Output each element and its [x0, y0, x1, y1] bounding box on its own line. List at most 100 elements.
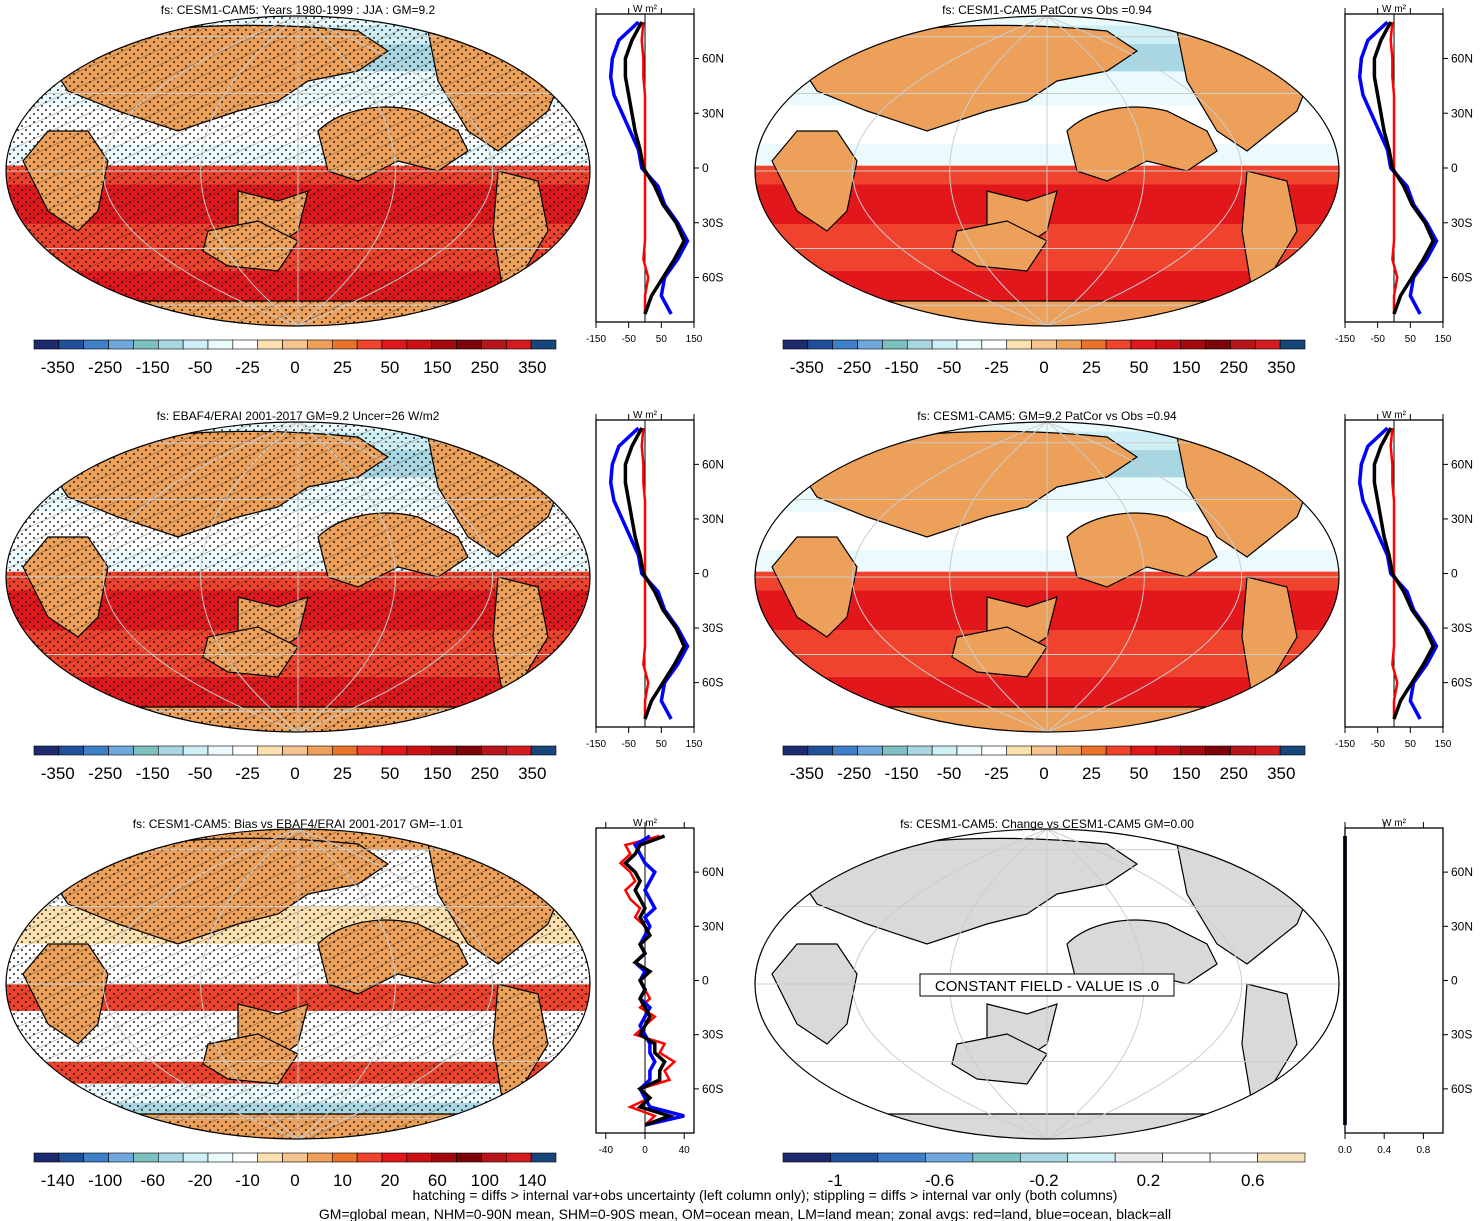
- colorbar-label: -250: [88, 764, 122, 783]
- colorbar-swatch: [956, 745, 983, 756]
- colorbar-label: 0.6: [1241, 1171, 1265, 1190]
- colorbar-swatch: [207, 339, 234, 350]
- colorbar-swatch: [456, 745, 482, 756]
- colorbar-label: -0.6: [925, 1171, 954, 1190]
- colorbar-label: 250: [471, 764, 499, 783]
- colorbar-label: -250: [837, 764, 871, 783]
- colorbar-swatch: [33, 1152, 60, 1163]
- colorbar-label: -50: [188, 358, 213, 377]
- colorbar-swatch: [1114, 1152, 1163, 1163]
- zonal-xtick-label: 150: [686, 334, 703, 345]
- colorbar-swatch: [1056, 339, 1082, 350]
- colorbar-swatch: [882, 745, 908, 756]
- zonal-ytick-label: 30S: [1451, 216, 1472, 230]
- continent: [1066, 106, 1218, 182]
- colorbar-swatch: [58, 339, 85, 350]
- graticule-lon: [102, 16, 299, 326]
- colorbar-swatch: [157, 339, 184, 350]
- colorbar-swatch: [1279, 745, 1306, 756]
- colorbar-label: 25: [333, 764, 352, 783]
- graticule-lon: [851, 16, 1048, 326]
- map-border: [5, 421, 591, 733]
- zonal-panel-5: 60N 30N 0 30S 60S -40 0 40 W m²: [595, 818, 724, 1156]
- colorbar-swatch: [830, 1152, 879, 1163]
- zonal-line-all: [622, 834, 675, 1127]
- colorbar-swatch: [832, 745, 858, 756]
- colorbar-label: -25: [235, 764, 260, 783]
- colorbar-swatch: [782, 1152, 831, 1163]
- zonal-xtick-label: 0.4: [1377, 1145, 1391, 1156]
- zonal-line-all: [1372, 427, 1436, 720]
- colorbar-swatch: [1006, 745, 1032, 756]
- graticule-lon: [1046, 422, 1145, 732]
- colorbar-label: -250: [837, 358, 871, 377]
- colorbar-label: 50: [380, 764, 399, 783]
- zonal-ytick-label: 60S: [702, 1082, 723, 1096]
- colorbar-swatch: [232, 339, 259, 350]
- colorbar-swatch: [257, 1152, 283, 1163]
- colorbar-label: -1: [828, 1171, 843, 1190]
- colorbar-swatch: [33, 745, 60, 756]
- zonal-ytick-label: 0: [702, 974, 709, 988]
- colorbar-swatch: [83, 1152, 109, 1163]
- zonal-ytick-label: 30S: [702, 216, 723, 230]
- zonal-ytick-label: 60S: [1451, 271, 1472, 285]
- graticule-lon: [1046, 16, 1145, 326]
- colorbar-swatch: [1130, 339, 1157, 350]
- zonal-ytick-label: 60S: [1451, 676, 1472, 690]
- continent: [1241, 983, 1298, 1106]
- colorbar-swatch: [1155, 339, 1182, 350]
- colorbar-swatch: [282, 1152, 308, 1163]
- graticule-lon: [200, 422, 299, 732]
- colorbar-swatch: [1130, 745, 1157, 756]
- colorbar-4: -350 -250 -150 -50 -25 0 25 50 150 250 350: [782, 745, 1306, 783]
- continent: [771, 536, 858, 638]
- colorbar-swatch: [1162, 1152, 1211, 1163]
- panel-title: fs: CESM1-CAM5: GM=9.2 PatCor vs Obs =0.…: [917, 409, 1177, 423]
- colorbar-swatch: [1254, 339, 1281, 350]
- colorbar-swatch: [307, 1152, 333, 1163]
- colorbar-swatch: [906, 339, 933, 350]
- zonal-xtick-label: 40: [679, 1145, 691, 1156]
- colorbar-swatch: [108, 339, 134, 350]
- colorbar-swatch: [1080, 339, 1107, 350]
- zonal-unit: W m²: [633, 4, 658, 15]
- colorbar-swatch: [1205, 745, 1231, 756]
- colorbar-label: -350: [41, 764, 75, 783]
- colorbar-swatch: [331, 339, 358, 350]
- zonal-unit: W m²: [1382, 410, 1407, 421]
- map-border: [754, 421, 1340, 733]
- colorbar-swatch: [906, 745, 933, 756]
- graticule-lon: [297, 829, 396, 1139]
- colorbar-label: -350: [41, 358, 75, 377]
- graticule-lon: [297, 422, 494, 732]
- zonal-ytick-label: 60S: [1451, 1082, 1472, 1096]
- colorbar-swatch: [406, 1152, 433, 1163]
- colorbar-swatch: [431, 745, 457, 756]
- zonal-panel-6: 60N 30N 0 30S 60S 0.0 0.4 0.8 W m²: [1338, 818, 1473, 1156]
- colorbar-label: 150: [1172, 358, 1200, 377]
- colorbar-label: -100: [88, 1171, 122, 1190]
- colorbar-swatch: [1230, 745, 1256, 756]
- colorbar-swatch: [108, 745, 134, 756]
- colorbar-swatch: [481, 339, 507, 350]
- panel-title: fs: CESM1-CAM5: Years 1980-1999 : JJA : …: [161, 3, 436, 17]
- zonal-ytick-label: 60N: [1451, 52, 1473, 66]
- map-body: [755, 422, 1339, 732]
- colorbar-swatch: [877, 1152, 926, 1163]
- colorbar-swatch: [1279, 339, 1306, 350]
- colorbar-label: -50: [937, 764, 962, 783]
- zonal-ytick-label: 60N: [1451, 457, 1473, 471]
- zonal-panel-4: 60N 30N 0 30S 60S -150 -50 50 150 W m²: [1335, 410, 1473, 750]
- map-border: [5, 15, 591, 327]
- colorbar-label: -150: [885, 764, 919, 783]
- colorbar-label: 100: [471, 1171, 499, 1190]
- colorbar-swatch: [331, 745, 358, 756]
- colorbar-swatch: [931, 745, 958, 756]
- colorbar-label: 0: [1039, 358, 1048, 377]
- colorbar-swatch: [1205, 339, 1231, 350]
- graticule-lon: [1046, 16, 1243, 326]
- zonal-panel-1: 60N 30N 0 30S 60S -150 -50 50 150 W m²: [586, 4, 724, 345]
- colorbar-label: 0: [290, 1171, 299, 1190]
- colorbar-swatch: [257, 745, 283, 756]
